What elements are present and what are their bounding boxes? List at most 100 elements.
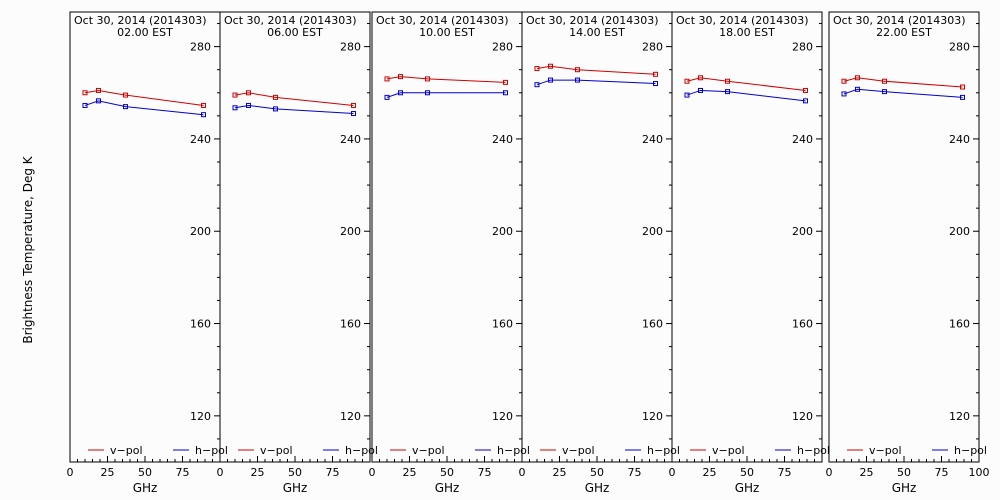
legend-label: v−pol <box>562 444 595 457</box>
data-point <box>548 77 553 83</box>
data-point <box>398 74 403 80</box>
legend-label: v−pol <box>712 444 745 457</box>
y-tick-label: 240 <box>949 133 970 146</box>
data-point <box>575 67 580 73</box>
x-tick-label: 75 <box>326 466 340 479</box>
y-axis-title: Brightness Temperature, Deg K <box>21 155 35 343</box>
y-tick-label: 120 <box>190 410 211 423</box>
series-line-h-pol <box>686 89 806 102</box>
panel-1: Oct 30, 2014 (2014303)02.00 EST 120 160 200… <box>67 11 228 495</box>
data-point <box>246 102 251 108</box>
x-axis-title: GHz <box>435 481 460 495</box>
x-tick-label: 75 <box>628 466 642 479</box>
data-point <box>273 94 278 100</box>
data-point <box>841 91 847 97</box>
panel-subtitle: 02.00 EST <box>117 26 173 39</box>
data-point <box>201 112 206 118</box>
x-tick-label: 75 <box>478 466 492 479</box>
data-point <box>384 94 390 100</box>
data-point <box>82 90 88 96</box>
panel-title: Oct 30, 2014 (2014303) <box>74 14 207 27</box>
data-point <box>841 78 847 84</box>
y-tick-label: 200 <box>642 225 663 238</box>
panel-3: Oct 30, 2014 (2014303)10.00 EST 120 160 200… <box>369 11 530 495</box>
data-point <box>575 77 580 83</box>
x-tick-label: 50 <box>590 466 604 479</box>
x-axis-title: GHz <box>585 481 610 495</box>
y-tick-label: 280 <box>340 41 361 54</box>
x-tick-label: 50 <box>138 466 152 479</box>
panel-4: Oct 30, 2014 (2014303)14.00 EST 120 160 200… <box>519 11 680 495</box>
data-point <box>803 87 808 93</box>
y-tick-label: 280 <box>792 41 813 54</box>
x-tick-label: 0 <box>826 466 833 479</box>
series-line-v-pol <box>84 89 204 106</box>
x-axis-title: GHz <box>892 481 917 495</box>
x-tick-label: 0 <box>217 466 224 479</box>
data-point <box>548 63 553 69</box>
legend-label: h−pol <box>497 444 530 457</box>
y-tick-label: 200 <box>492 225 513 238</box>
y-tick-label: 120 <box>792 410 813 423</box>
data-point <box>232 92 238 98</box>
series-line-h-pol <box>234 104 354 115</box>
x-tick-label: 25 <box>251 466 265 479</box>
x-axis-title: GHz <box>735 481 760 495</box>
y-tick-label: 160 <box>492 318 513 331</box>
series-line-v-pol <box>234 92 354 106</box>
x-tick-label: 0 <box>369 466 376 479</box>
y-tick-label: 160 <box>190 318 211 331</box>
data-point <box>960 84 965 90</box>
panel-title: Oct 30, 2014 (2014303) <box>833 14 966 27</box>
legend-label: v−pol <box>260 444 293 457</box>
x-tick-label: 25 <box>553 466 567 479</box>
series-line-h-pol <box>536 79 656 86</box>
data-point <box>803 98 808 104</box>
panel-title: Oct 30, 2014 (2014303) <box>676 14 809 27</box>
y-tick-label: 120 <box>949 410 970 423</box>
x-tick-label: 75 <box>935 466 949 479</box>
data-point <box>653 71 658 77</box>
data-point <box>96 87 101 93</box>
data-point <box>398 90 403 96</box>
data-point <box>384 76 390 82</box>
chart-panels: Oct 30, 2014 (2014303)02.00 EST120160200… <box>67 11 990 495</box>
series-line-h-pol <box>84 100 204 116</box>
y-tick-label: 280 <box>190 41 211 54</box>
y-tick-label: 280 <box>492 41 513 54</box>
panel-title: Oct 30, 2014 (2014303) <box>224 14 357 27</box>
data-point <box>246 90 251 96</box>
x-tick-label: 75 <box>176 466 190 479</box>
y-tick-label: 200 <box>792 225 813 238</box>
series-line-h-pol <box>386 92 506 98</box>
y-tick-label: 240 <box>340 133 361 146</box>
data-point <box>96 98 101 104</box>
y-tick-label: 160 <box>642 318 663 331</box>
panel-5: Oct 30, 2014 (2014303)18.00 EST 120 160 200… <box>669 11 830 495</box>
data-point <box>425 76 430 82</box>
legend-label: v−pol <box>869 444 902 457</box>
data-point <box>653 81 658 87</box>
data-point <box>855 75 860 81</box>
data-point <box>725 78 730 84</box>
x-tick-label: 25 <box>101 466 115 479</box>
data-point <box>684 92 690 98</box>
data-point <box>534 82 540 88</box>
panel-subtitle: 06.00 EST <box>267 26 323 39</box>
y-tick-label: 280 <box>642 41 663 54</box>
y-tick-label: 240 <box>492 133 513 146</box>
panel-subtitle: 18.00 EST <box>719 26 775 39</box>
legend-label: h−pol <box>195 444 228 457</box>
series-line-v-pol <box>843 77 963 88</box>
y-tick-label: 240 <box>190 133 211 146</box>
data-point <box>425 90 430 96</box>
x-tick-label: 50 <box>288 466 302 479</box>
data-point <box>698 87 703 93</box>
x-tick-label: 50 <box>897 466 911 479</box>
x-tick-label: 100 <box>969 466 990 479</box>
y-tick-label: 280 <box>949 41 970 54</box>
data-point <box>201 102 206 108</box>
data-point <box>725 89 730 95</box>
legend-label: h−pol <box>797 444 830 457</box>
